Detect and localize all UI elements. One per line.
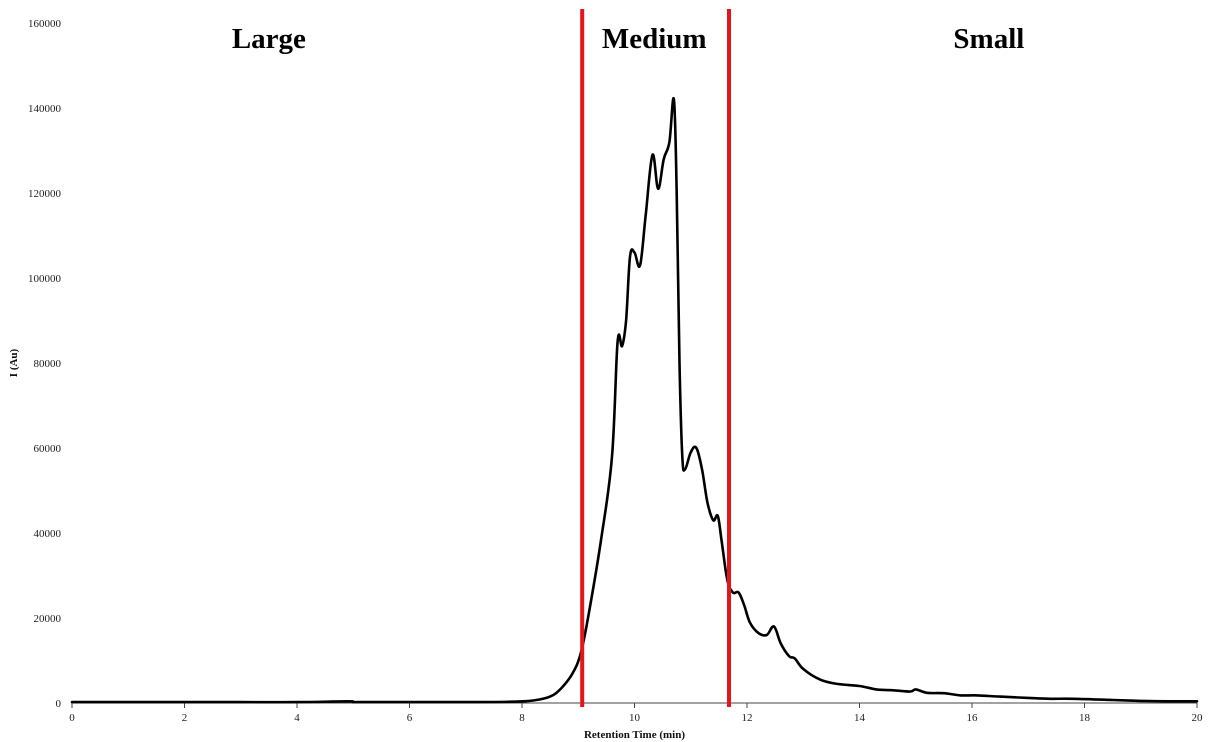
x-tick-label: 18 [1079,712,1091,724]
y-tick-label: 40000 [34,528,62,540]
x-tick-label: 4 [294,712,300,724]
y-tick-label: 20000 [34,613,62,625]
x-tick-label: 8 [519,712,525,724]
y-tick-label: 140000 [28,103,62,115]
region-label-small: Small [953,23,1024,55]
y-axis-ticks: 0 20000 40000 60000 80000 100000 120000 140000 1… [28,18,62,710]
region-label-medium: Medium [602,23,707,55]
y-tick-label: 60000 [34,443,62,455]
x-tick-label: 6 [407,712,413,724]
region-label-large: Large [232,23,306,55]
y-axis-title: I (Au) [8,348,20,377]
y-tick-label: 100000 [28,273,62,285]
x-tick-label: 14 [854,712,866,724]
x-tick-label: 16 [967,712,979,724]
x-tick-label: 0 [69,712,75,724]
intensity-trace-line [70,96,1199,704]
y-tick-label: 0 [56,698,62,710]
x-tick-label: 12 [742,712,753,724]
y-tick-label: 80000 [34,358,62,370]
x-axis-title: Retention Time (min) [584,729,685,741]
x-axis-ticks: 0 2 4 6 8 10 12 14 16 18 20 [69,703,1203,724]
region-labels: Large Medium Small [232,23,1025,55]
y-tick-label: 160000 [28,18,62,30]
region-boundaries [580,9,731,707]
x-tick-label: 2 [182,712,188,724]
x-tick-label: 20 [1192,712,1204,724]
x-tick-label: 10 [629,712,641,724]
y-tick-label: 120000 [28,188,62,200]
